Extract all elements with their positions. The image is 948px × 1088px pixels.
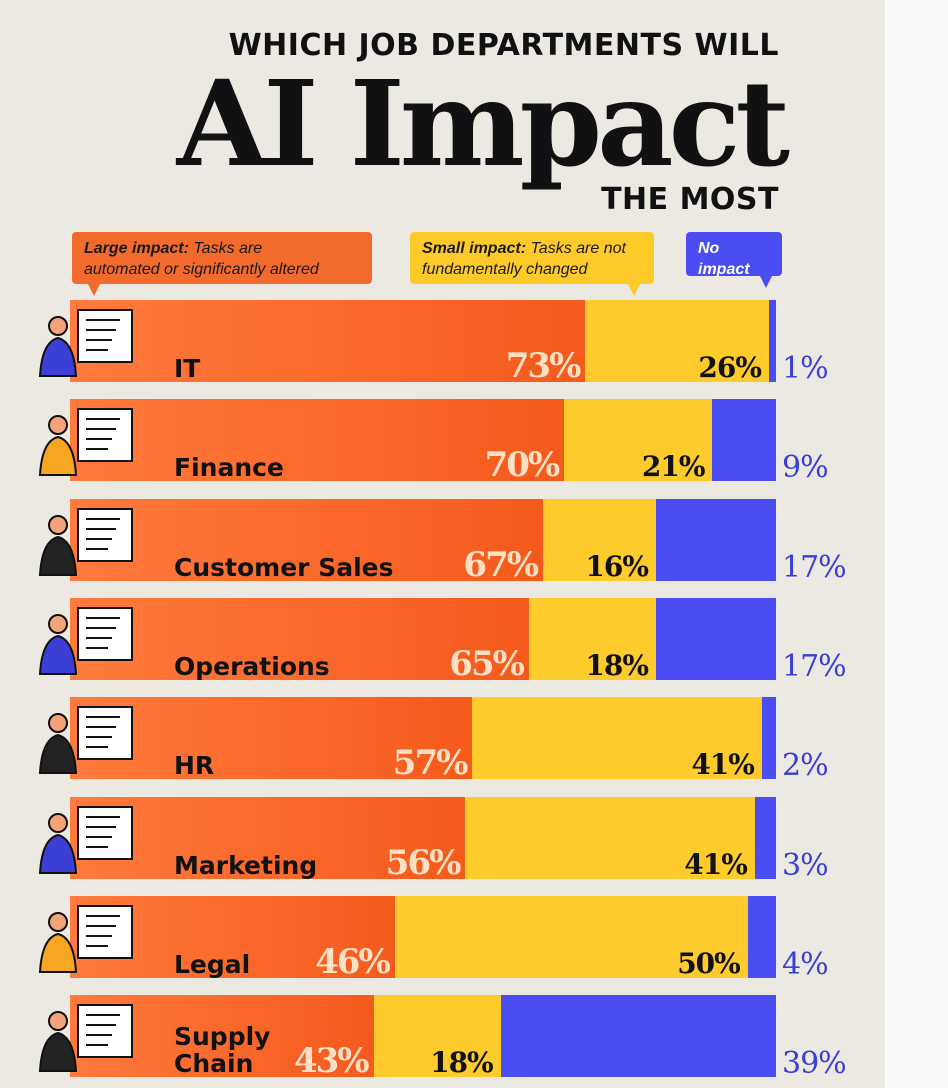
chart-row: Marketing 56% 41% 3% [0,797,885,883]
bar-segment-small-impact [394,896,748,978]
bar-segment-small-impact [528,598,656,680]
legend-none-label: No impact [698,240,750,278]
department-label: HR [174,751,215,780]
value-label-small-impact: 18% [430,1046,494,1079]
value-label-small-impact: 18% [585,649,649,682]
header-subtitle-2: THE MOST [601,182,779,217]
bar-segment-no-impact [712,399,776,481]
value-label-small-impact: 50% [677,947,741,980]
value-label-no-impact: 9% [782,450,829,485]
value-label-no-impact: 39% [782,1046,847,1081]
value-label-large-impact: 70% [484,445,561,485]
calendar-board-icon [38,607,133,675]
value-label-large-impact: 46% [315,942,391,982]
stacked-bar [70,499,776,581]
value-label-large-impact: 73% [505,346,582,386]
chart-row: HR 57% 41% 2% [0,697,885,783]
value-label-large-impact: 56% [385,843,462,883]
legend-large-desc-1: Tasks are [193,240,263,257]
bar-segment-small-impact [373,995,501,1077]
legend-large-label: Large impact: [84,240,189,257]
legend-small-label: Small impact: [422,240,527,257]
legend-large-desc-2: automated or significantly altered [84,261,319,278]
marketing-board-icon [38,806,133,874]
value-label-large-impact: 65% [449,644,525,684]
bar-segment-no-impact [768,300,776,382]
department-label: Marketing [174,851,318,880]
department-label: IT [174,354,201,383]
bar-segment-large-impact [70,697,473,779]
stacked-bar [70,300,776,382]
legend-no-impact: No impact [686,232,782,288]
stacked-bar [70,598,776,680]
chart-row: Operations 65% 18% 17% [0,598,885,684]
video-call-icon [38,706,133,774]
chart-row: Customer Sales 67% 16% 17% [0,499,885,585]
chart-row: Supply Chain 43% 18% 39% [0,995,885,1081]
scales-of-justice-icon [38,905,133,973]
bar-segment-no-impact [761,697,776,779]
department-label-line-1: Supply [174,1022,271,1051]
bar-segment-large-impact [70,499,544,581]
bar-segment-no-impact [747,896,776,978]
department-label: Operations [174,652,330,681]
value-label-no-impact: 1% [782,351,829,386]
infographic-poster: WHICH JOB DEPARTMENTS WILL AI Impact THE… [0,0,885,1088]
box-delivery-icon [38,508,133,576]
value-label-no-impact: 17% [782,550,847,585]
chart-row: Finance 70% 21% 9% [0,399,885,485]
bar-segment-small-impact [543,499,656,581]
legend-small-impact: Small impact: Tasks are not fundamentall… [410,232,654,296]
bar-segment-large-impact [70,300,586,382]
legend-large-impact: Large impact: Tasks are automated or sig… [72,232,372,296]
value-label-small-impact: 26% [698,351,762,384]
header-title: AI Impact [176,54,790,193]
department-label: Legal [174,950,251,979]
chart-row: Legal 46% 50% 4% [0,896,885,982]
department-label: Finance [174,453,284,482]
value-label-no-impact: 2% [782,748,829,783]
bar-segment-small-impact [564,399,713,481]
coder-icon [38,309,133,377]
stacked-bar [70,399,776,481]
legend-small-desc-1: Tasks are not [530,240,626,257]
bar-segment-small-impact [465,797,755,879]
value-label-small-impact: 21% [641,450,706,483]
bar-segment-no-impact [500,995,776,1077]
stacked-bar [70,797,776,879]
value-label-no-impact: 4% [782,947,829,982]
department-label-line-2: Chain [174,1049,254,1078]
bar-segment-no-impact [655,499,776,581]
header-subtitle: WHICH JOB DEPARTMENTS WILL [228,28,779,63]
page-margin [885,0,948,1088]
value-label-no-impact: 3% [782,848,829,883]
value-label-small-impact: 41% [691,748,755,781]
bar-segment-no-impact [754,797,776,879]
bar-segment-large-impact [70,598,529,680]
legend-small-desc-2: fundamentally changed [422,261,588,278]
value-label-no-impact: 17% [782,649,847,684]
bar-segment-small-impact [472,697,762,779]
value-label-large-impact: 57% [392,743,469,783]
department-label: Supply Chain [174,1023,270,1077]
stacked-bar [70,697,776,779]
department-label: Customer Sales [174,553,394,582]
bar-segment-large-impact [70,399,565,481]
value-label-small-impact: 16% [585,550,649,583]
value-label-small-impact: 41% [684,848,748,881]
value-label-large-impact: 43% [293,1041,370,1081]
warehouse-worker-icon [38,1004,133,1072]
coin-stack-icon [38,408,133,476]
bar-segment-no-impact [655,598,776,680]
chart-row: IT 73% 26% 1% [0,300,885,386]
bar-segment-large-impact [70,797,466,879]
value-label-large-impact: 67% [463,545,539,585]
bar-segment-small-impact [585,300,769,382]
